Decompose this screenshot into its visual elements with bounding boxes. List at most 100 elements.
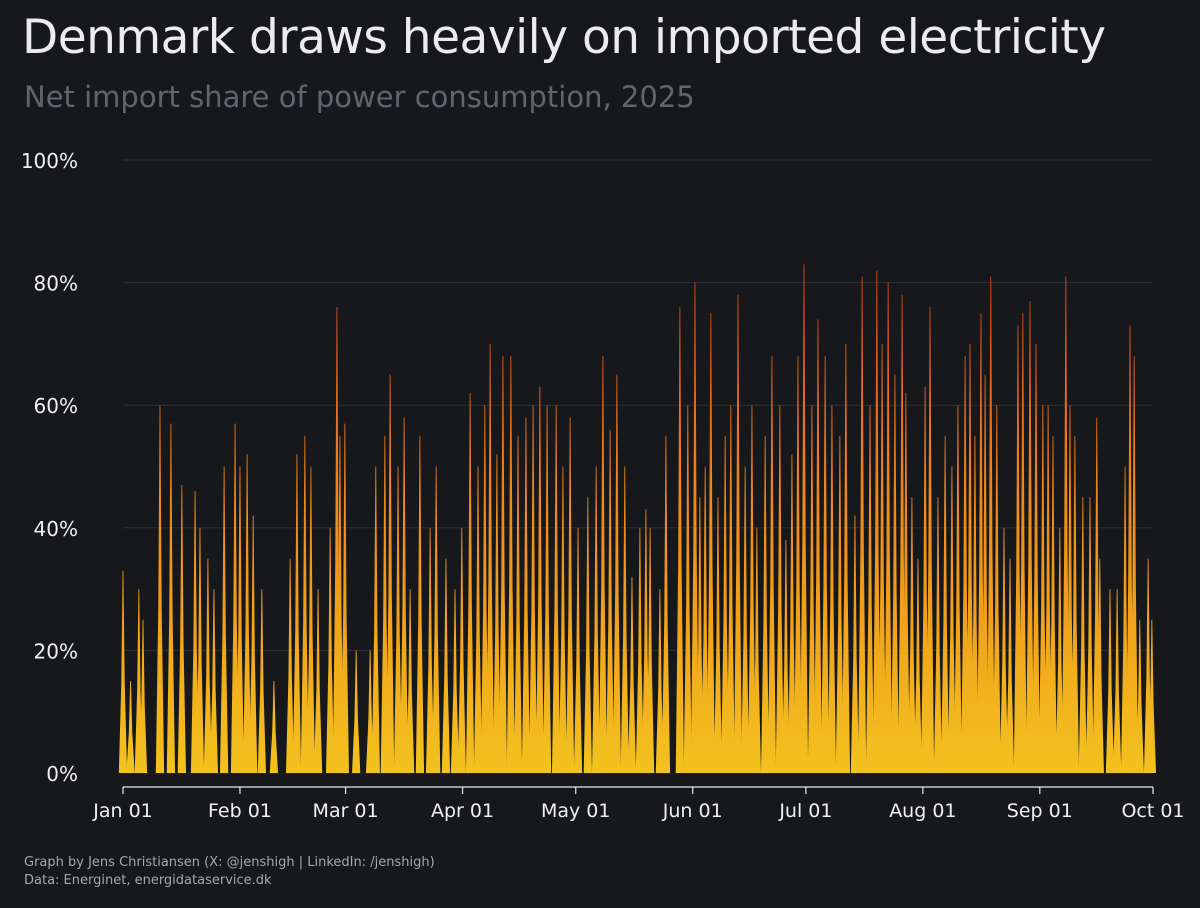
spike [415,435,425,773]
spike [1147,619,1157,773]
spike [441,558,451,773]
spike [980,374,990,773]
spike [583,497,592,773]
spike [690,282,700,773]
spike [485,343,495,773]
spike [190,491,200,773]
spike [1005,558,1015,773]
x-tick-label: Mar 01 [313,800,379,822]
spike [249,515,258,773]
spike [219,466,229,773]
spike [371,466,380,773]
spike [627,576,637,773]
spike [1038,405,1047,773]
spike [209,589,219,773]
footer-source: Data: Energinet, energidataservice.dk [24,873,272,888]
x-tick-label: Jul 01 [778,800,832,822]
axes: 0% 20% 40% 60% 80% 100% Jan 01 Feb 01 Mar 01 Apr … [21,149,1185,822]
spike [999,527,1009,773]
spike [820,356,830,773]
spike [1113,589,1122,773]
spike [405,589,415,773]
spike [781,540,791,773]
spike [313,589,323,773]
spike [235,466,245,773]
x-tick-label: Jan 01 [92,800,153,822]
y-tick-label: 20% [34,639,78,663]
spike [965,343,975,773]
footer-credit: Graph by Jens Christiansen (X: @jenshigh… [24,855,435,870]
spike [890,374,900,773]
spike [850,515,860,773]
spike [195,527,205,773]
spike [521,417,531,773]
spike [203,558,213,773]
spike [1105,589,1115,773]
spike [480,405,489,773]
spike [292,454,302,773]
spike [683,405,692,773]
spike [177,484,187,773]
spike [1095,558,1104,773]
spike [813,319,823,773]
spike [726,405,735,773]
spike [399,417,409,773]
spike [645,527,655,773]
y-tick-label: 80% [34,272,78,296]
spike [675,307,685,773]
spike [155,405,165,773]
spike [230,423,240,773]
spike [635,527,645,773]
x-tick-label: Oct 01 [1121,800,1184,822]
spike [695,497,705,773]
spike [542,405,552,773]
spike [465,392,475,773]
spike [166,423,176,773]
spike [1055,527,1064,773]
y-tick-label: 60% [34,394,78,418]
spike [721,435,730,773]
spike [901,392,911,773]
spike [535,386,545,773]
spike [986,276,995,773]
spike [513,435,523,773]
spike [841,343,851,773]
spike [992,405,1001,773]
spike [425,527,435,773]
spike [907,497,917,773]
spike [598,356,608,773]
spike [551,405,561,773]
spike [306,466,316,773]
spike [620,466,629,773]
spike [767,356,777,773]
spike [741,466,750,773]
spike [432,466,441,773]
x-tick-label: Jun 01 [662,800,723,822]
spike [612,374,622,773]
spike [835,435,844,773]
spike [960,356,970,773]
spike [591,466,601,773]
spike [970,435,980,773]
spike [242,454,252,773]
spike [565,417,575,773]
spike [752,527,761,773]
spike [883,282,893,773]
spike [953,405,963,773]
spike [655,589,665,773]
spike [1129,356,1139,773]
spike [775,405,785,773]
spike [126,681,135,773]
spike [573,527,583,773]
spike [506,356,516,773]
gridlines [123,159,1153,651]
spike [285,558,295,773]
spike [380,435,389,773]
spike [947,466,957,773]
spike [760,435,770,773]
spike [865,405,875,773]
spike [1065,405,1075,773]
spike [827,405,837,773]
spike [733,294,743,773]
